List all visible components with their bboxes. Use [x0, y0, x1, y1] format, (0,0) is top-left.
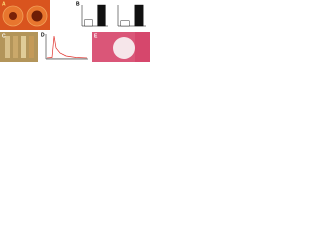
tube: [5, 36, 10, 58]
bar: [97, 4, 106, 27]
inhibition-zone: [31, 10, 43, 22]
panel-b: B: [76, 1, 146, 27]
bar: [134, 4, 144, 27]
panel-label: C: [2, 33, 6, 39]
panel-e: E: [92, 32, 150, 62]
panel-label: B: [76, 1, 80, 7]
curve: [46, 35, 88, 59]
tube: [21, 36, 26, 58]
figure: A B C D E: [0, 0, 150, 62]
tube: [13, 36, 18, 58]
clear-zone: [113, 37, 135, 59]
inhibition-zone: [9, 12, 17, 20]
panel-label: A: [2, 1, 6, 7]
photo-edge: [135, 32, 150, 62]
panel-c: C: [0, 32, 38, 62]
panel-label: D: [41, 32, 45, 38]
panel-label: E: [94, 33, 98, 39]
bar: [84, 19, 93, 27]
panel-a: A: [0, 0, 50, 30]
panel-d: D: [41, 32, 88, 60]
bar: [120, 20, 130, 27]
tube: [29, 36, 34, 58]
